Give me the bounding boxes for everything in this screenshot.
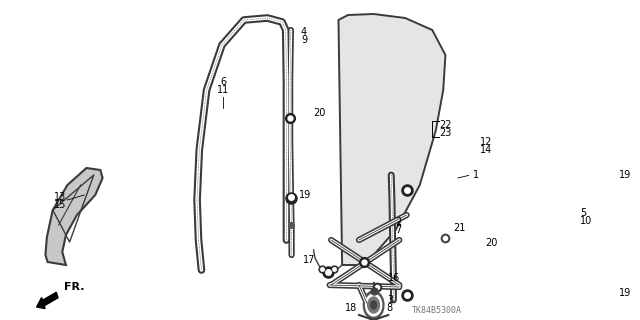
Circle shape — [365, 294, 381, 316]
Text: 11: 11 — [218, 85, 230, 95]
Text: 15: 15 — [54, 200, 66, 210]
Text: 23: 23 — [440, 128, 452, 138]
Text: 20: 20 — [313, 108, 325, 118]
Text: 6: 6 — [220, 77, 227, 87]
Text: 22: 22 — [440, 120, 452, 130]
Circle shape — [368, 297, 380, 313]
Text: 5: 5 — [580, 208, 586, 218]
Circle shape — [371, 301, 376, 309]
Text: 3: 3 — [387, 295, 393, 305]
Polygon shape — [339, 14, 445, 265]
Text: 7: 7 — [396, 225, 402, 235]
Polygon shape — [45, 168, 102, 265]
Text: 9: 9 — [301, 35, 307, 45]
Text: TK84B5300A: TK84B5300A — [412, 306, 461, 315]
Text: 10: 10 — [580, 216, 593, 226]
Text: 2: 2 — [396, 217, 402, 227]
Text: 21: 21 — [452, 223, 465, 233]
Text: 4: 4 — [301, 27, 307, 37]
Text: 19: 19 — [299, 190, 311, 200]
Text: 12: 12 — [480, 137, 492, 147]
Text: 20: 20 — [486, 238, 498, 248]
Text: 14: 14 — [480, 145, 492, 155]
Text: 13: 13 — [54, 192, 66, 202]
FancyArrow shape — [36, 292, 58, 308]
Text: 19: 19 — [619, 288, 631, 298]
Text: 17: 17 — [303, 255, 315, 265]
Text: 18: 18 — [344, 303, 356, 313]
Text: 8: 8 — [387, 303, 393, 313]
Text: FR.: FR. — [65, 282, 85, 292]
Circle shape — [364, 291, 384, 319]
Text: 16: 16 — [388, 273, 401, 283]
Text: 1: 1 — [472, 170, 479, 180]
Text: 19: 19 — [619, 170, 631, 180]
